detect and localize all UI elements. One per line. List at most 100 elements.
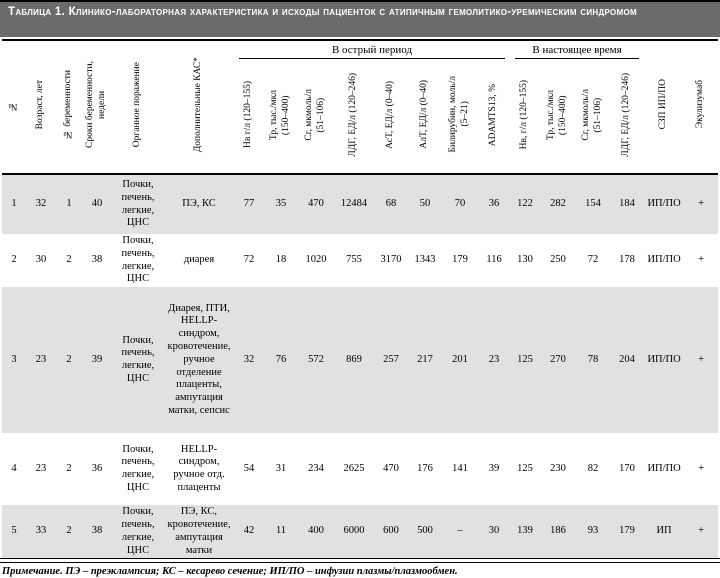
table-cell: + bbox=[698, 525, 705, 537]
table-cell: 77 bbox=[243, 198, 255, 210]
column-header-label: Нв, г/л (120–155) bbox=[519, 79, 530, 150]
table-cell: 500 bbox=[417, 525, 433, 537]
table-cell: 6000 bbox=[343, 525, 365, 537]
column-header: ЛДГ, ЕД/л (120–246) bbox=[334, 61, 374, 175]
table-cell: Почки, печень, легкие, ЦНС bbox=[121, 506, 155, 556]
table-cell: 2 bbox=[66, 353, 72, 365]
table-cell: 257 bbox=[383, 353, 399, 365]
column-header: Билирубин, моль/л (5–21) bbox=[442, 61, 478, 175]
column-header-label: Нв г/л (120–155) bbox=[243, 81, 254, 149]
table-cell: 72 bbox=[243, 254, 255, 266]
table-cell: 1020 bbox=[305, 254, 327, 266]
column-header-label: Органное поражение bbox=[132, 61, 143, 148]
table-cell: 400 bbox=[308, 525, 324, 537]
table-cell: 18 bbox=[275, 254, 287, 266]
table-cell: 23 bbox=[488, 353, 500, 365]
table-cell: 869 bbox=[346, 353, 362, 365]
table-cell: 234 bbox=[308, 462, 324, 474]
table-cell: 33 bbox=[35, 525, 47, 537]
table-cell: ПЭ, КС, кровотечение, ампутация матки bbox=[167, 506, 231, 556]
table-cell: 32 bbox=[243, 353, 255, 365]
table-cell: ИП bbox=[656, 525, 672, 537]
table-cell: 204 bbox=[619, 353, 635, 365]
table-cell: 179 bbox=[452, 254, 468, 266]
column-header-label: Сг, мкмоль/л (51–106) bbox=[581, 88, 604, 141]
table-cell: 250 bbox=[550, 254, 566, 266]
table-cell: 270 bbox=[550, 353, 566, 365]
column-header: Нв г/л (120–155) bbox=[234, 61, 264, 175]
column-header: Экулизумаб bbox=[684, 40, 719, 175]
table-cell: 186 bbox=[550, 525, 566, 537]
table-cell: 31 bbox=[275, 462, 287, 474]
table-cell: Почки, печень, легкие, ЦНС bbox=[121, 334, 155, 384]
table-cell: 184 bbox=[619, 198, 635, 210]
table-cell: 3170 bbox=[380, 254, 402, 266]
patient-row: 3 23 2 39 Почки, печень, легкие, ЦНС Диарея, … bbox=[2, 287, 719, 434]
table-cell: 1 bbox=[11, 198, 17, 210]
table-cell: 36 bbox=[488, 198, 500, 210]
table-cell: Диарея, ПТИ, HELLP-синдром, кровотечение… bbox=[167, 302, 231, 416]
table-cell: 122 bbox=[517, 198, 533, 210]
table-cell: Почки, печень, легкие, ЦНС bbox=[121, 235, 155, 285]
table-cell: 4 bbox=[11, 462, 17, 474]
table-cell: 38 bbox=[91, 254, 103, 266]
table-cell: 38 bbox=[91, 525, 103, 537]
table-cell: 54 bbox=[243, 462, 255, 474]
table-title-bar: Таблица 1. Клинико-лабораторная характер… bbox=[0, 0, 720, 37]
column-header-label: ЛДГ, ЕД/л (120–246) bbox=[348, 72, 359, 157]
table-cell: 40 bbox=[91, 198, 103, 210]
table-cell: 282 bbox=[550, 198, 566, 210]
table-cell: 23 bbox=[35, 462, 47, 474]
table-cell: 230 bbox=[550, 462, 566, 474]
table-cell: ИП/ПО bbox=[647, 198, 681, 210]
table-cell: – bbox=[457, 525, 463, 537]
table-cell: 68 bbox=[385, 198, 397, 210]
table-cell: 201 bbox=[452, 353, 468, 365]
column-header: № беременности bbox=[56, 40, 82, 175]
patient-row: 1 32 1 40 Почки, печень, легкие, ЦНС ПЭ, КС 77… bbox=[2, 174, 719, 234]
table-cell: 78 bbox=[587, 353, 599, 365]
table-cell: 176 bbox=[417, 462, 433, 474]
table-cell: 72 bbox=[587, 254, 599, 266]
table-cell: 2625 bbox=[343, 462, 365, 474]
table-cell: 179 bbox=[619, 525, 635, 537]
table-cell: 600 bbox=[383, 525, 399, 537]
table-cell: 11 bbox=[275, 525, 287, 537]
column-header-label: № беременности bbox=[63, 69, 74, 140]
table-cell: 39 bbox=[488, 462, 500, 474]
table-cell: 470 bbox=[383, 462, 399, 474]
table-cell: 470 bbox=[308, 198, 324, 210]
column-header-label: Дополнительные КАС* bbox=[193, 56, 204, 153]
table-cell: 1 bbox=[66, 198, 72, 210]
table-cell: 130 bbox=[517, 254, 533, 266]
column-header-label: Экулизумаб bbox=[695, 80, 706, 129]
group-header-label: В настоящее время bbox=[515, 43, 640, 60]
table-cell: 32 bbox=[35, 198, 47, 210]
table-cell: + bbox=[698, 462, 705, 474]
column-header-label: ADAMTS13, % bbox=[488, 83, 499, 146]
table-cell: 36 bbox=[91, 462, 103, 474]
group-header-label: В острый период bbox=[239, 43, 506, 60]
table-cell: ПЭ, КС bbox=[182, 198, 216, 210]
column-header-label: ЛДГ, ЕД/л (120–246) bbox=[621, 72, 632, 157]
group-header: В настоящее время bbox=[510, 40, 644, 61]
column-header: АлТ, ЕД/л (0–40) bbox=[408, 61, 442, 175]
table-cell: 1343 bbox=[414, 254, 436, 266]
table-title: Таблица 1. Клинико-лабораторная характер… bbox=[8, 6, 637, 18]
table-cell: + bbox=[698, 198, 705, 210]
column-header: Тр, тыс./мкл (150–400) bbox=[264, 61, 298, 175]
table-cell: Почки, печень, легкие, ЦНС bbox=[121, 178, 155, 229]
table-cell: 2 bbox=[66, 462, 72, 474]
table-cell: 5 bbox=[11, 525, 17, 537]
table-cell: 178 bbox=[619, 254, 635, 266]
table-cell: 70 bbox=[454, 198, 466, 210]
column-header-label: Билирубин, моль/л (5–21) bbox=[448, 76, 470, 153]
table-cell: 93 bbox=[587, 525, 599, 537]
column-header: Нв, г/л (120–155) bbox=[510, 61, 541, 175]
patient-row: 4 23 2 36 Почки, печень, легкие, ЦНС HELLP-си… bbox=[2, 433, 718, 505]
table-cell: 217 bbox=[417, 353, 433, 365]
clinical-table: № Возраст, лет № беременности Сроки беремен… bbox=[2, 39, 719, 559]
footnote: Примечание. ПЭ – преэклампсия; КС – кеса… bbox=[2, 566, 458, 578]
column-header-label: Тр, тыс./мкл (150–400) bbox=[546, 89, 569, 140]
table-cell: 572 bbox=[308, 353, 324, 365]
